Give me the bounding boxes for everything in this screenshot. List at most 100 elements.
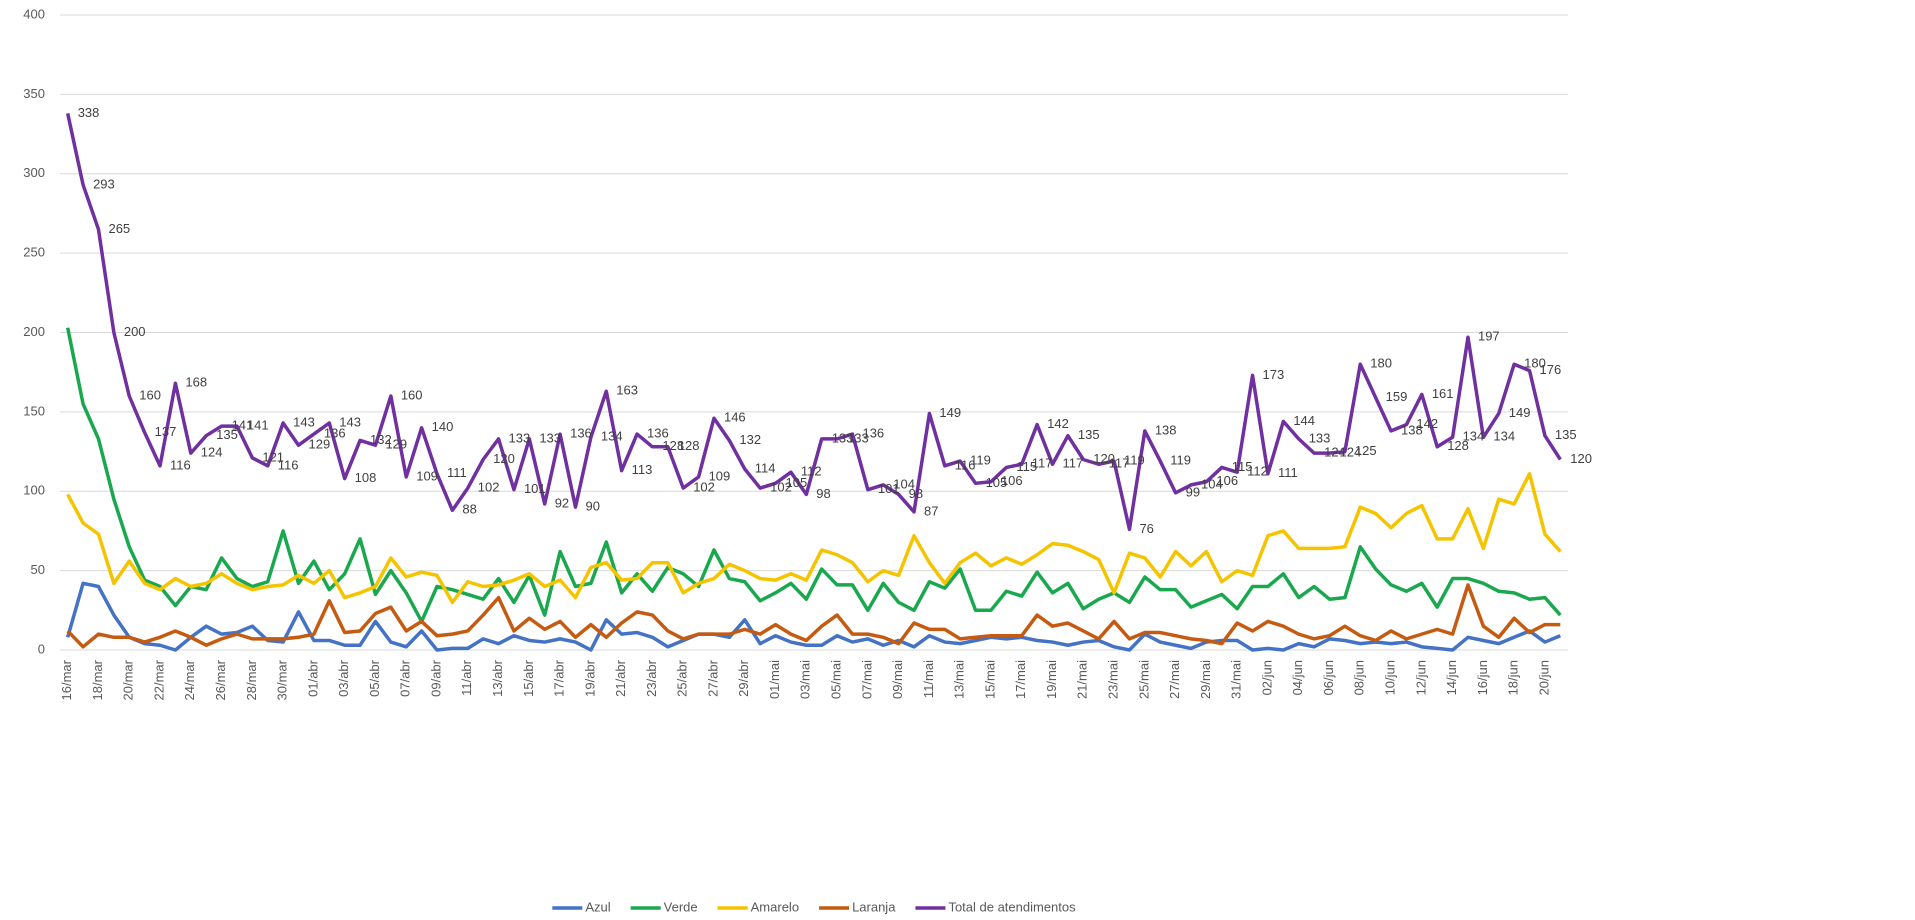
x-tick-label: 31/mai bbox=[1229, 660, 1244, 699]
data-label: 106 bbox=[1001, 473, 1023, 488]
data-label: 116 bbox=[955, 457, 976, 472]
x-tick-label: 18/jun bbox=[1506, 660, 1521, 695]
data-label: 163 bbox=[616, 383, 638, 398]
x-tick-label: 05/abr bbox=[367, 659, 382, 697]
y-tick-label: 100 bbox=[23, 483, 45, 498]
x-tick-label: 21/abr bbox=[613, 659, 628, 697]
data-label: 112 bbox=[1247, 464, 1268, 479]
data-label: 129 bbox=[309, 437, 331, 452]
data-label: 109 bbox=[709, 468, 731, 483]
x-tick-label: 06/jun bbox=[1321, 660, 1336, 695]
data-label: 161 bbox=[1432, 386, 1454, 401]
data-label: 160 bbox=[401, 387, 423, 402]
legend-label: Laranja bbox=[852, 899, 896, 914]
x-tick-label: 30/mar bbox=[275, 659, 290, 700]
x-tick-label: 11/abr bbox=[459, 659, 474, 696]
data-label: 99 bbox=[1186, 484, 1200, 499]
x-tick-label: 27/abr bbox=[705, 659, 720, 697]
x-tick-label: 19/mai bbox=[1044, 660, 1059, 699]
data-label: 98 bbox=[909, 486, 923, 501]
data-label: 338 bbox=[78, 105, 100, 120]
x-tick-label: 13/abr bbox=[490, 659, 505, 697]
data-label: 120 bbox=[1093, 451, 1115, 466]
x-tick-label: 20/jun bbox=[1536, 660, 1551, 695]
x-tick-label: 21/mai bbox=[1075, 660, 1090, 699]
data-label: 133 bbox=[539, 430, 561, 445]
data-label: 160 bbox=[139, 387, 161, 402]
data-label: 102 bbox=[693, 480, 715, 495]
data-label: 116 bbox=[170, 457, 191, 472]
series-line bbox=[66, 581, 1561, 652]
legend-label: Azul bbox=[585, 899, 610, 914]
data-label: 124 bbox=[1339, 445, 1361, 460]
data-label: 136 bbox=[862, 426, 884, 441]
data-label: 200 bbox=[124, 324, 146, 339]
legend-label: Verde bbox=[664, 899, 698, 914]
data-label: 109 bbox=[416, 468, 438, 483]
data-label: 142 bbox=[1047, 416, 1069, 431]
data-label: 92 bbox=[555, 495, 569, 510]
data-label: 173 bbox=[1263, 367, 1285, 382]
data-label: 102 bbox=[478, 480, 500, 495]
data-label: 265 bbox=[108, 221, 130, 236]
data-label: 111 bbox=[1278, 465, 1298, 480]
data-label: 133 bbox=[832, 430, 854, 445]
x-tick-label: 23/mai bbox=[1105, 660, 1120, 699]
x-tick-label: 14/jun bbox=[1444, 660, 1459, 695]
data-label: 124 bbox=[201, 445, 223, 460]
series-line bbox=[66, 583, 1561, 649]
data-label: 115 bbox=[1016, 459, 1037, 474]
data-label: 134 bbox=[601, 429, 623, 444]
x-tick-label: 27/mai bbox=[1167, 660, 1182, 699]
data-label: 141 bbox=[247, 418, 269, 433]
data-label: 105 bbox=[986, 475, 1008, 490]
data-label: 120 bbox=[1570, 451, 1592, 466]
data-label: 144 bbox=[1293, 413, 1315, 428]
data-label: 117 bbox=[1109, 456, 1130, 471]
data-label: 133 bbox=[847, 430, 869, 445]
x-tick-label: 05/mai bbox=[829, 660, 844, 699]
legend-label: Amarelo bbox=[751, 899, 799, 914]
data-label: 114 bbox=[755, 460, 776, 475]
x-tick-label: 08/jun bbox=[1352, 660, 1367, 695]
data-label: 180 bbox=[1370, 356, 1392, 371]
data-label: 108 bbox=[355, 470, 377, 485]
data-label: 129 bbox=[385, 437, 407, 452]
x-tick-label: 29/abr bbox=[736, 659, 751, 697]
x-tick-label: 24/mar bbox=[182, 659, 197, 700]
data-label: 134 bbox=[1493, 429, 1515, 444]
y-tick-label: 150 bbox=[23, 403, 45, 418]
data-label: 117 bbox=[1063, 456, 1084, 471]
data-label: 180 bbox=[1524, 356, 1546, 371]
x-tick-label: 17/mai bbox=[1013, 660, 1028, 699]
data-label: 149 bbox=[939, 405, 961, 420]
data-label: 143 bbox=[339, 414, 361, 429]
x-tick-label: 18/mar bbox=[90, 659, 105, 700]
data-label: 137 bbox=[155, 424, 177, 439]
data-label: 125 bbox=[1355, 443, 1377, 458]
data-label: 135 bbox=[216, 427, 238, 442]
data-label: 138 bbox=[1155, 422, 1177, 437]
data-label: 293 bbox=[93, 176, 115, 191]
y-tick-label: 350 bbox=[23, 86, 45, 101]
data-label: 124 bbox=[1324, 445, 1346, 460]
x-tick-label: 16/mar bbox=[59, 659, 74, 700]
x-tick-label: 25/mai bbox=[1136, 660, 1151, 699]
y-tick-label: 0 bbox=[38, 641, 45, 656]
data-label: 140 bbox=[432, 419, 454, 434]
data-label: 87 bbox=[924, 503, 938, 518]
x-tick-label: 13/mai bbox=[952, 660, 967, 699]
data-label: 128 bbox=[678, 438, 700, 453]
data-label: 135 bbox=[1555, 427, 1577, 442]
x-tick-label: 28/mar bbox=[244, 659, 259, 700]
data-label: 142 bbox=[1416, 416, 1438, 431]
data-label: 105 bbox=[786, 475, 808, 490]
data-label: 146 bbox=[724, 410, 746, 425]
data-label: 119 bbox=[970, 453, 991, 468]
x-tick-label: 22/mar bbox=[151, 659, 166, 700]
data-label: 104 bbox=[1201, 476, 1223, 491]
series-line bbox=[66, 472, 1562, 605]
data-label: 136 bbox=[570, 426, 592, 441]
data-label: 113 bbox=[632, 462, 653, 477]
data-label: 135 bbox=[1078, 427, 1100, 442]
